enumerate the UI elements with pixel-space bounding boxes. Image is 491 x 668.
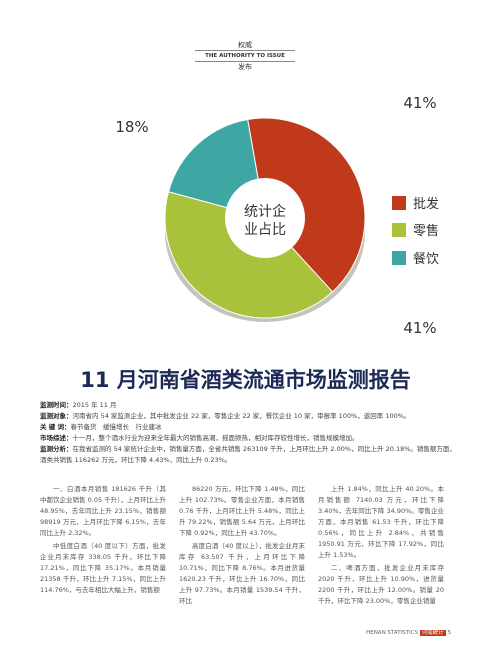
- footer-name: 河南统计: [419, 630, 446, 636]
- pie-slice: [164, 191, 334, 319]
- legend-swatch: [392, 251, 406, 265]
- info-line: 监测分析：在我省监测的 54 家统计企业中，销售量方面，全省共销售 263109…: [40, 444, 460, 466]
- legend-label: 批发: [413, 196, 439, 212]
- legend-label: 餐饮: [413, 251, 439, 267]
- info-text: 2015 年 11 月: [72, 401, 117, 409]
- donut-hole: [225, 178, 305, 258]
- text-column: 86220 万元，环比下降 1.48%，同比上升 102.73%。零售企业方面，…: [179, 484, 305, 609]
- paragraph: 一、白酒本月销售 181626 千升（其中都饮企业销售 0.05 千升），上月环…: [40, 485, 166, 537]
- value-label: 41%: [403, 319, 436, 337]
- text-column: 一、白酒本月销售 181626 千升（其中都饮企业销售 0.05 千升），上月环…: [40, 484, 166, 598]
- legend-swatch: [392, 196, 406, 210]
- paragraph: 中低度白酒（40 度以下）方面，批发企业月末库存 338.05 千升，环比下降 …: [40, 542, 166, 594]
- info-text: 春节备货 缓慢增长 行业建冰: [70, 423, 162, 431]
- header: 权威 THE AUTHORITY TO ISSUE 发布: [195, 40, 295, 72]
- page-number: 5: [447, 630, 452, 636]
- footer-brand: HENAN STATISTICS: [366, 630, 418, 636]
- info-label: 监测分析：: [40, 445, 73, 453]
- header-top: 权威: [238, 41, 252, 49]
- info-label: 监测时间：: [40, 401, 73, 409]
- info-line: 监测对象：河南省内 54 家监测企业，其中批发企业 22 家，零售企业 22 家…: [40, 411, 460, 422]
- info-text: 在我省监测的 54 家统计企业中，销售量方面，全省共销售 263109 千升，上…: [40, 445, 456, 464]
- info-label: 关 键 词：: [40, 423, 71, 431]
- paragraph: 高度白酒（40 度以上），批发企业月末库存 63.507 千升，上月环比下降 1…: [179, 542, 305, 605]
- paragraph: 上升 1.84%，同比上升 40.20%。本月销售额 7140.03 万元，环比…: [318, 485, 444, 559]
- text-column: 上升 1.84%，同比上升 40.20%。本月销售额 7140.03 万元，环比…: [318, 484, 444, 609]
- info-line: 市场综述：十一月，整个酒水行业为迎来全年最大的销售高潮，摇面频热，相对库存较性增…: [40, 433, 460, 444]
- paragraph: 二、啤酒方面，批发企业月末库存 2020 千升，环比上升 10.90%，进货量 …: [318, 564, 444, 605]
- value-label: 18%: [115, 118, 148, 136]
- legend-swatch: [392, 223, 406, 237]
- info-line: 关 键 词：春节备货 缓慢增长 行业建冰: [40, 422, 460, 433]
- center-label: 统计企: [244, 203, 286, 220]
- legend-label: 零售: [413, 223, 439, 239]
- info-label: 监测对象：: [40, 412, 73, 420]
- paragraph: 86220 万元，环比下降 1.48%，同比上升 102.73%。零售企业方面，…: [179, 485, 305, 537]
- info-text: 河南省内 54 家监测企业，其中批发企业 22 家，零售企业 22 家，餐饮企业…: [72, 412, 411, 420]
- pie-slice: [247, 117, 366, 293]
- center-label: 业占比: [244, 222, 286, 238]
- header-bottom: 发布: [238, 63, 252, 71]
- value-label: 41%: [403, 94, 436, 112]
- header-middle: THE AUTHORITY TO ISSUE: [195, 50, 295, 62]
- footer: HENAN STATISTICS 河南统计 5: [366, 628, 451, 636]
- info-line: 监测时间：2015 年 11 月: [40, 400, 460, 411]
- info-block: 监测时间：2015 年 11 月监测对象：河南省内 54 家监测企业，其中批发企…: [40, 400, 460, 466]
- info-text: 十一月，整个酒水行业为迎来全年最大的销售高潮，摇面频热，相对库存较性增长，销售规…: [72, 434, 359, 442]
- info-label: 市场综述：: [40, 434, 73, 442]
- title: 11 月河南省酒类流通市场监测报告: [80, 368, 411, 392]
